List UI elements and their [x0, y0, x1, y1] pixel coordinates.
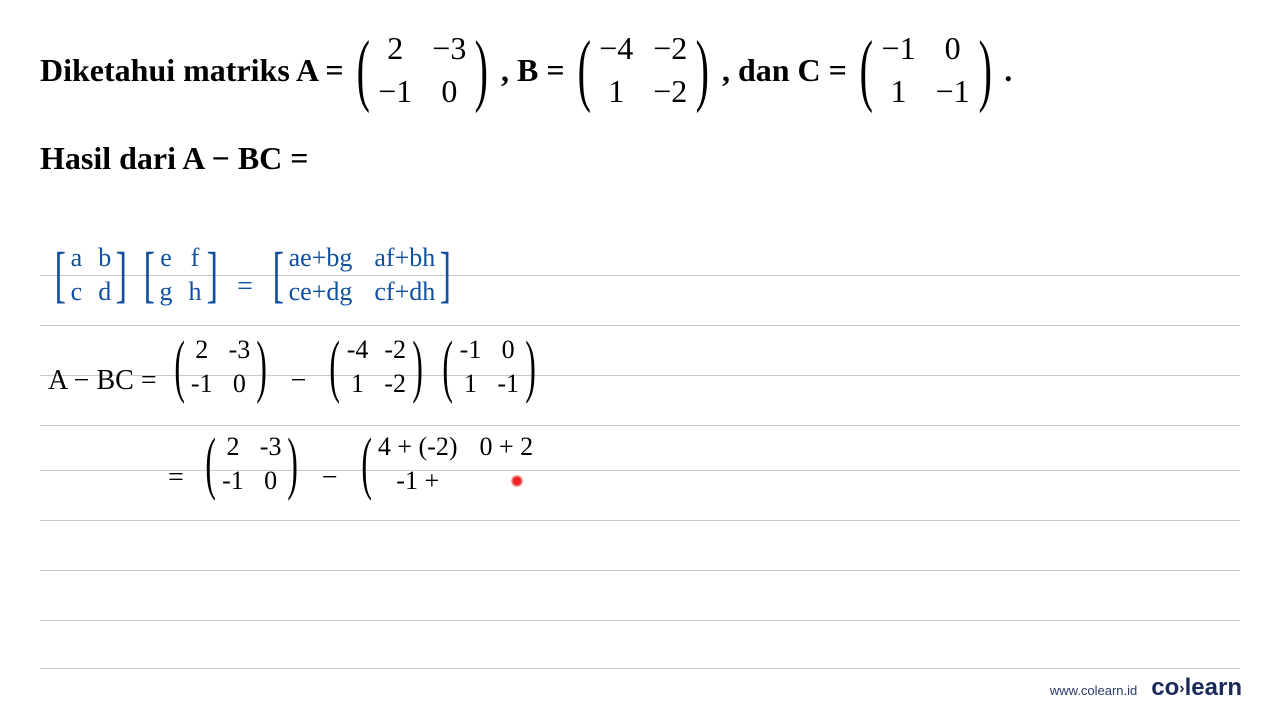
footer-logo: co›learn: [1151, 674, 1242, 702]
hw-formula-row: [ a b c d ] [ e f g h ] = [ ae+bg af+bh …: [50, 243, 456, 307]
text-mid1: , B =: [501, 52, 565, 89]
matrix-B: ( −4 −2 1 −2 ): [571, 30, 716, 110]
lined-paper-rule: [40, 425, 1240, 426]
problem-statement-line2: Hasil dari A − BC =: [40, 140, 1240, 177]
lined-paper-rule: [40, 325, 1240, 326]
hw-work-row2: = ( 2 -3 -1 0 ) − ( 4 + (-2) 0 + 2 -1 +: [168, 432, 533, 496]
hw-work-row1: A − BC = ( 2 -3 -1 0 ) − ( -4 -2 1 -2 ) …: [48, 335, 542, 399]
matrix-C: ( −1 0 1 −1 ): [853, 30, 998, 110]
text-prefix: Diketahui matriks A =: [40, 52, 344, 89]
problem-statement-line1: Diketahui matriks A = ( 2 −3 −1 0 ) , B …: [40, 30, 1240, 110]
lined-paper-rule: [40, 668, 1240, 669]
text-suffix: .: [1004, 52, 1012, 89]
lined-paper-rule: [40, 620, 1240, 621]
laser-pointer-dot: [511, 475, 523, 487]
lined-paper-rule: [40, 520, 1240, 521]
lined-paper-rule: [40, 570, 1240, 571]
matrix-A: ( 2 −3 −1 0 ): [350, 30, 495, 110]
footer: www.colearn.id co›learn: [1050, 674, 1242, 702]
footer-url: www.colearn.id: [1050, 683, 1137, 698]
text-mid2: , dan C =: [722, 52, 847, 89]
